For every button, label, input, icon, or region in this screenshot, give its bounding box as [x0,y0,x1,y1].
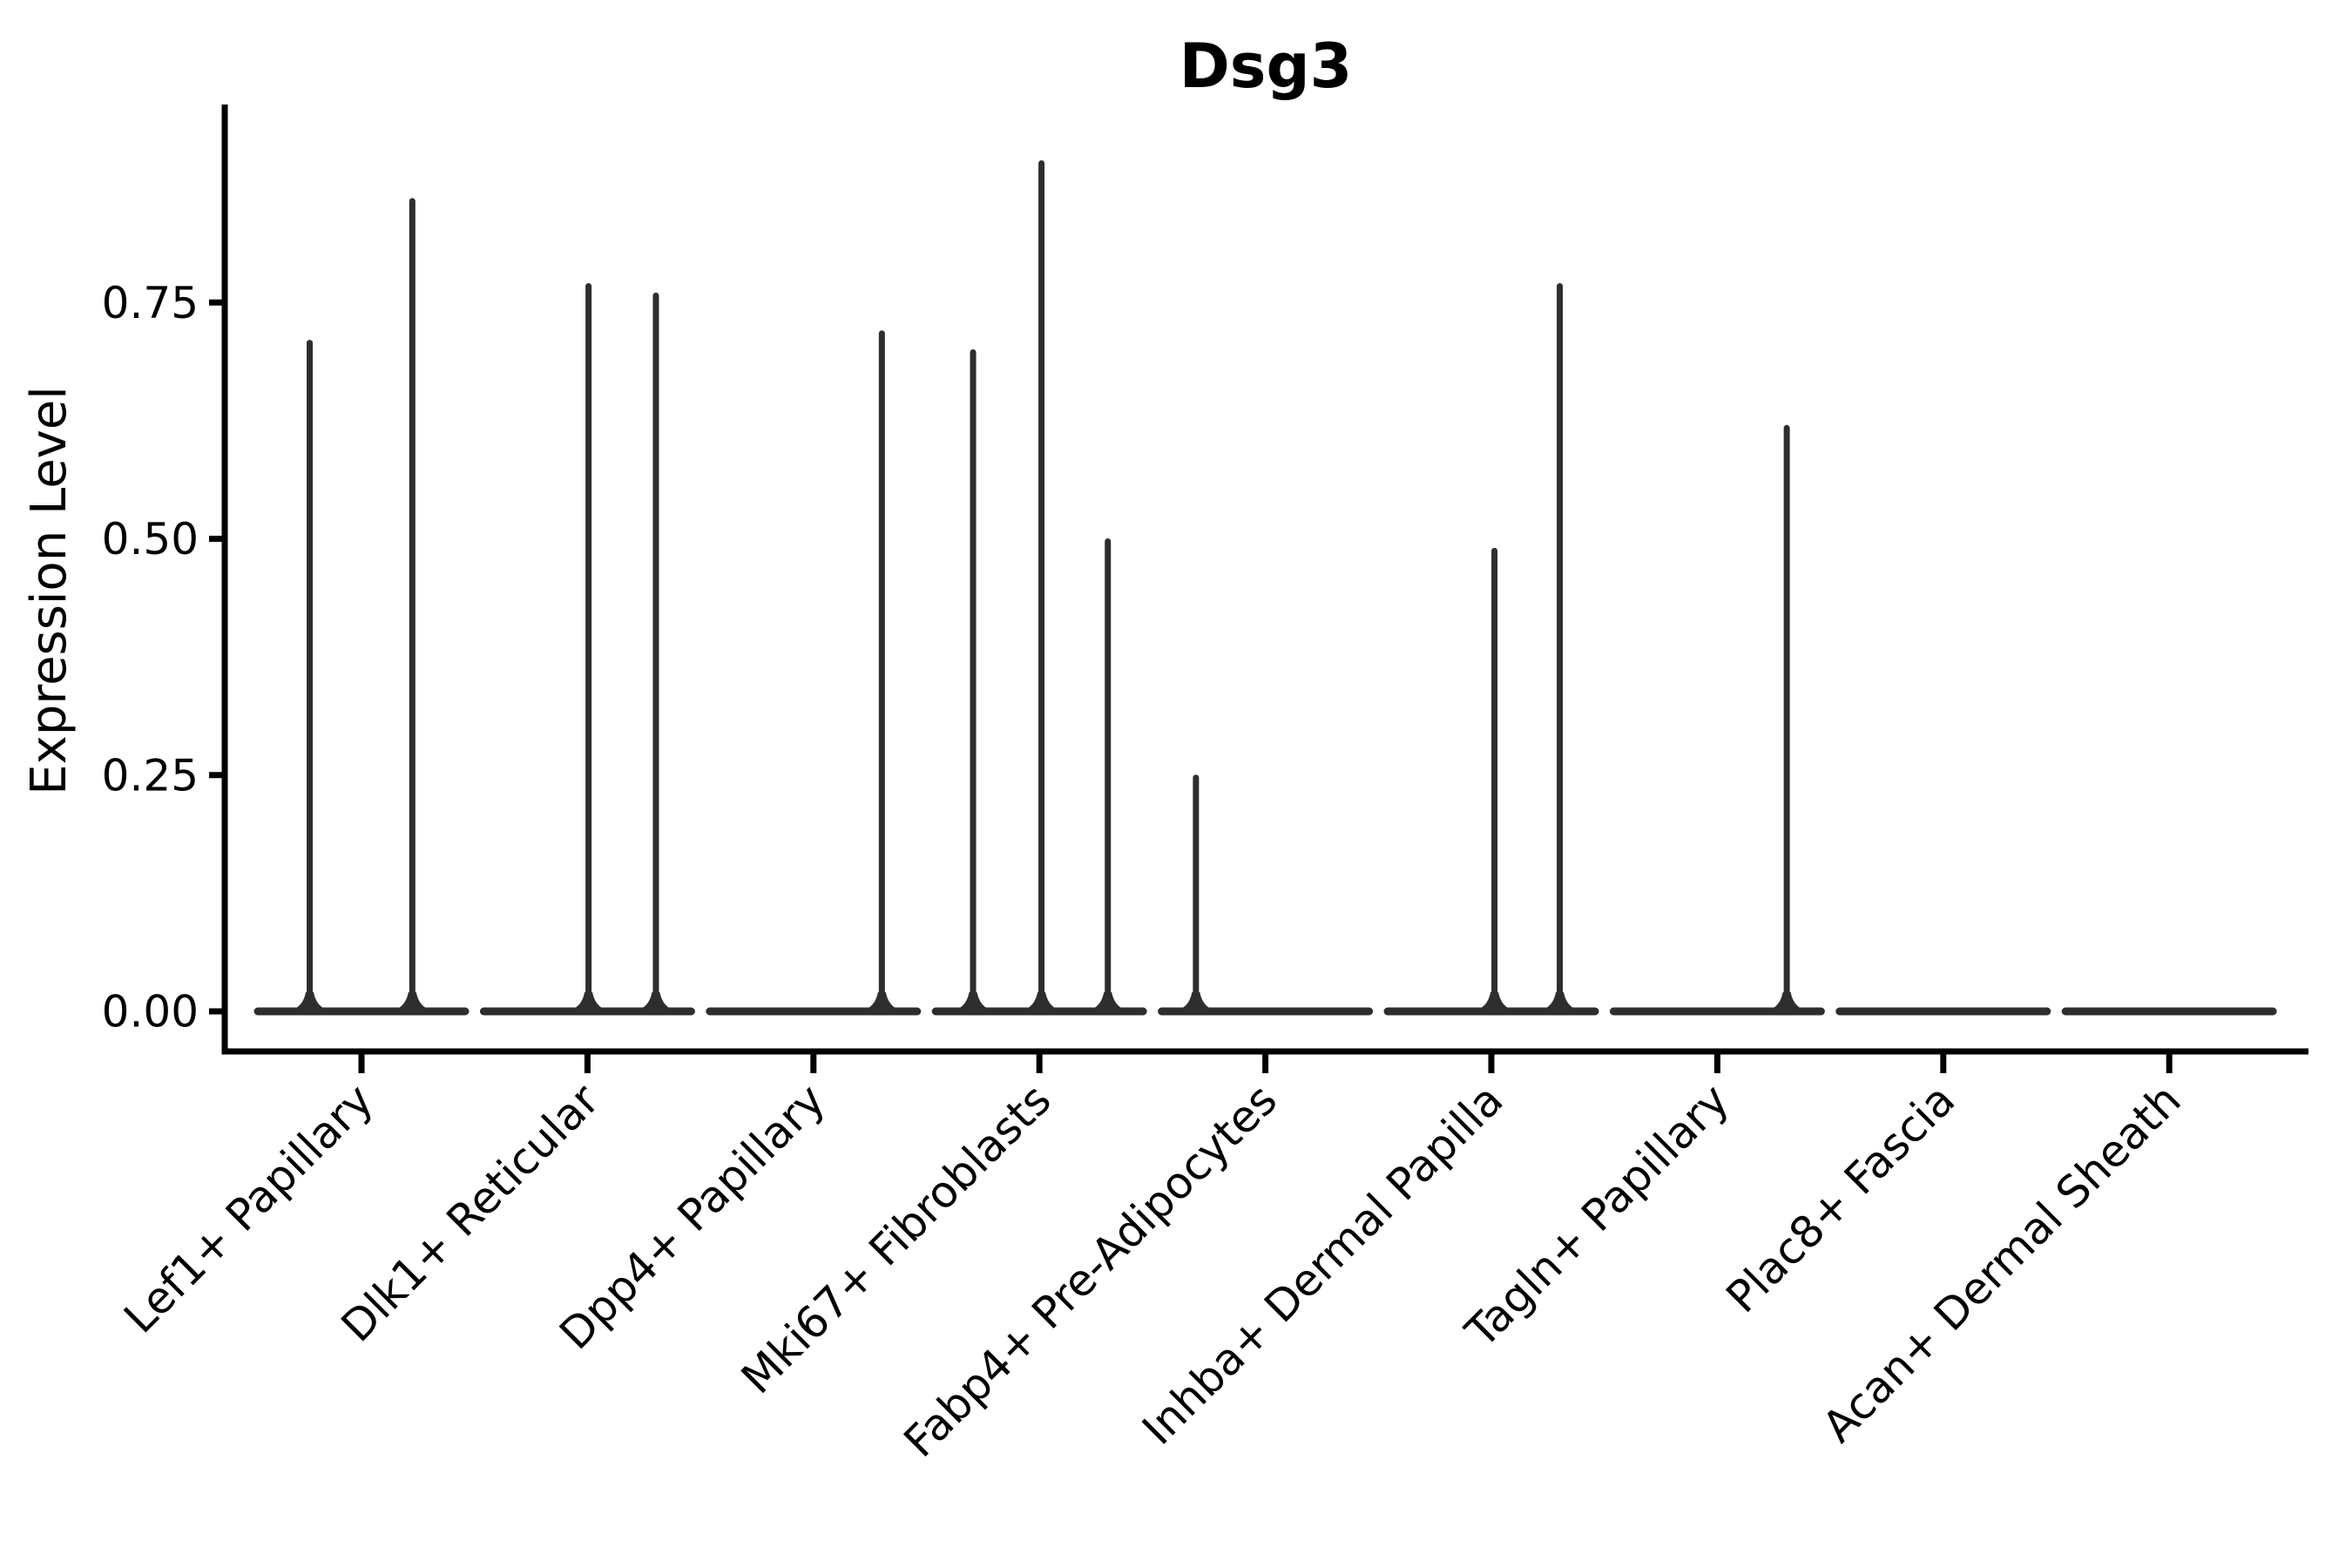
axes [221,105,2308,1055]
violin [253,198,470,1016]
violin [1609,424,1825,1016]
y-axis-ticks: 0.00 0.25 0.50 0.75 [102,278,224,1037]
x-tick-label: Fabp4+ Pre-Adipocytes [895,1074,1288,1467]
x-tick-label: Plac8+ Fascia [1717,1074,1965,1322]
x-tick-label: Lef1+ Papillary [114,1074,382,1342]
violin [1383,283,1599,1016]
violin [706,330,922,1016]
y-tick-label: 0.75 [102,278,199,328]
x-tick-label: Acan+ Dermal Sheath [1813,1074,2191,1452]
y-tick-label: 0.00 [102,987,199,1037]
y-axis-label: Expression Level [21,386,78,795]
x-tick-label: Inhba+ Dermal Papilla [1132,1074,1512,1454]
violin [931,160,1147,1016]
violin [1158,774,1374,1016]
chart-title: Dsg3 [1179,30,1353,102]
violin-series [253,160,2277,1016]
y-tick-label: 0.50 [102,514,199,564]
violin [479,283,695,1016]
y-tick-label: 0.25 [102,750,199,801]
